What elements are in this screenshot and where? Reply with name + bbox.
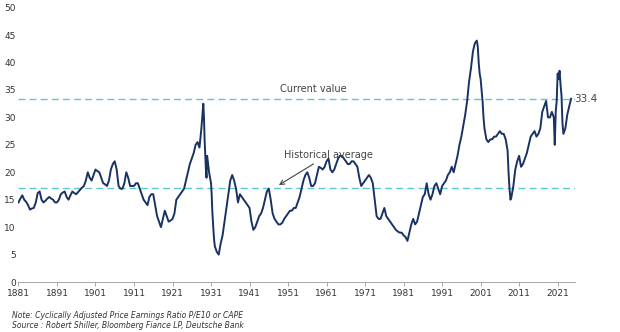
Text: 33.4: 33.4: [574, 94, 597, 104]
Text: Current value: Current value: [280, 84, 347, 94]
Text: Historical average: Historical average: [280, 150, 373, 185]
Text: Note: Cyclically Adjusted Price Earnings Ratio P/E10 or CAPE
Source : Robert Shi: Note: Cyclically Adjusted Price Earnings…: [12, 311, 244, 330]
